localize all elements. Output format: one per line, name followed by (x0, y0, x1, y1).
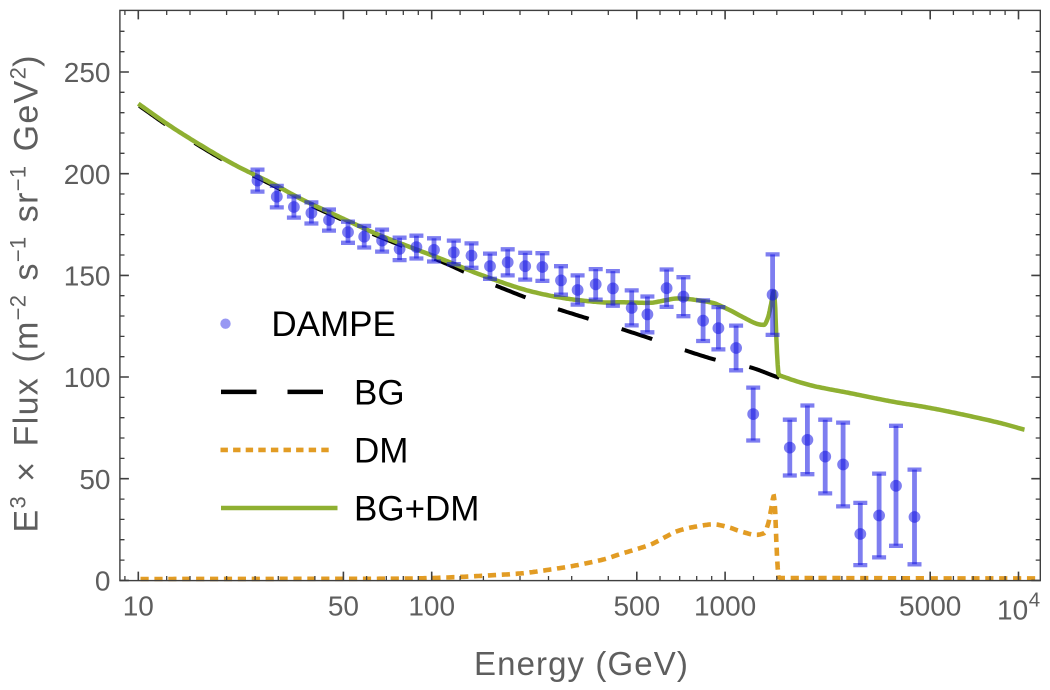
svg-text:100: 100 (64, 362, 111, 393)
svg-text:DAMPE: DAMPE (271, 305, 395, 344)
svg-text:50: 50 (328, 590, 359, 621)
svg-text:5000: 5000 (899, 590, 961, 621)
svg-text:500: 500 (613, 590, 660, 621)
svg-text:200: 200 (64, 159, 111, 190)
svg-text:4: 4 (1029, 589, 1040, 612)
svg-text:250: 250 (64, 57, 111, 88)
svg-text:BG+DM: BG+DM (354, 489, 479, 528)
svg-text:0: 0 (95, 566, 111, 597)
svg-text:50: 50 (79, 464, 110, 495)
svg-text:BG: BG (354, 373, 405, 412)
svg-text:100: 100 (408, 590, 455, 621)
svg-text:1000: 1000 (694, 590, 756, 621)
svg-text:DM: DM (354, 431, 408, 470)
svg-text:10: 10 (997, 595, 1028, 626)
svg-text:150: 150 (64, 261, 111, 292)
svg-text:10: 10 (123, 590, 154, 621)
